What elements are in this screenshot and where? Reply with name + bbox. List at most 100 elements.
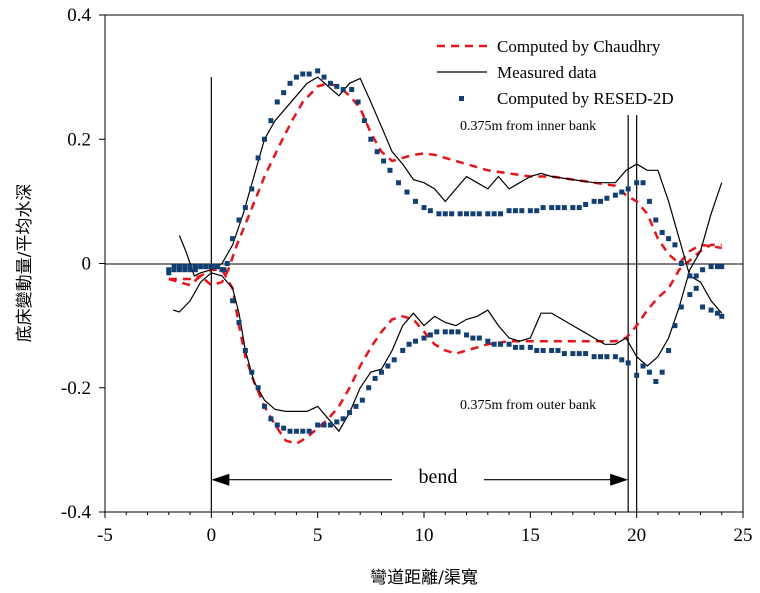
resed-point-inner [427, 208, 433, 214]
resed-point-inner [666, 236, 672, 242]
resed-point-inner [576, 205, 582, 211]
resed-point-inner [640, 180, 646, 186]
resed-point-inner [230, 236, 236, 242]
resed-point-inner [421, 205, 427, 211]
resed-point-outer [540, 347, 546, 353]
resed-point-outer [604, 354, 610, 360]
bend-arrow-head-right [610, 473, 629, 486]
x-tick-label: 15 [521, 525, 540, 546]
resed-point-inner [687, 273, 693, 279]
resed-point-outer [693, 273, 699, 279]
resed-point-outer [646, 369, 652, 375]
resed-point-inner [306, 71, 312, 77]
resed-point-inner [387, 167, 393, 173]
resed-point-inner [485, 211, 491, 217]
resed-point-outer [208, 264, 214, 270]
resed-point-outer [485, 338, 491, 344]
resed-point-inner [192, 264, 198, 270]
resed-point-outer [249, 369, 255, 375]
resed-point-outer [268, 416, 274, 422]
legend-label-chaudhry: Computed by Chaudhry [497, 37, 661, 56]
resed-point-outer [406, 341, 412, 347]
resed-point-inner [470, 211, 476, 217]
resed-point-inner [300, 71, 306, 77]
y-axis-tick-labels: -0.4 -0.2 0 0.2 0.4 [61, 5, 92, 523]
resed-point-outer [653, 379, 659, 385]
resed-point-outer [555, 347, 561, 353]
resed-point-inner [374, 149, 380, 155]
resed-point-outer [427, 332, 433, 338]
resed-point-inner [653, 217, 659, 223]
resed-point-inner [693, 285, 699, 291]
resed-point-outer [281, 425, 287, 431]
resed-point-outer [455, 329, 461, 335]
resed-point-outer [714, 264, 720, 270]
resed-point-outer [442, 329, 448, 335]
resed-point-inner [182, 264, 188, 270]
resed-point-outer [470, 335, 476, 341]
resed-point-outer [215, 264, 221, 270]
resed-point-inner [315, 68, 321, 74]
measured-line-outer [172, 182, 723, 433]
resed-point-outer [327, 422, 333, 428]
resed-point-outer [549, 347, 555, 353]
resed-point-outer [434, 329, 440, 335]
resed-point-inner [512, 208, 518, 214]
resed-point-outer [591, 354, 597, 360]
y-tick-label: -0.2 [61, 378, 91, 399]
y-tick-label: 0 [82, 254, 92, 275]
resed-point-inner [293, 74, 299, 80]
x-tick-label: 10 [415, 525, 434, 546]
chaudhry-line-outer [168, 243, 722, 446]
resed-point-inner [281, 90, 287, 96]
resed-point-inner [404, 189, 410, 195]
resed-point-outer [708, 264, 714, 270]
resed-point-outer [198, 264, 204, 270]
resed-point-outer [203, 264, 209, 270]
resed-point-outer [719, 264, 725, 270]
resed-point-outer [561, 351, 567, 357]
resed-point-inner [274, 99, 280, 105]
resed-point-outer [400, 347, 406, 353]
resed-point-inner [678, 261, 684, 266]
x-tick-label: 0 [207, 525, 217, 546]
resed-point-inner [646, 198, 652, 204]
resed-point-outer [176, 267, 182, 273]
resed-point-inner [457, 211, 463, 217]
resed-point-outer [372, 375, 378, 381]
resed-point-inner [714, 310, 720, 316]
resed-point-inner [506, 208, 512, 214]
resed-point-outer [519, 344, 525, 350]
resed-point-outer [166, 270, 172, 276]
resed-point-outer [182, 267, 188, 273]
resed-point-inner [659, 229, 665, 235]
resed-point-outer [287, 428, 293, 434]
resed-point-inner [719, 313, 725, 319]
resed-point-inner [355, 99, 361, 105]
resed-point-outer [506, 341, 512, 347]
series-layer [166, 68, 725, 446]
resed-point-inner [268, 118, 274, 124]
bend-label-bg [392, 462, 484, 490]
resed-point-inner [498, 211, 504, 217]
resed-point-outer [570, 351, 576, 357]
resed-point-outer [640, 363, 646, 369]
y-tick-label: 0.4 [67, 5, 91, 26]
resed-point-outer [659, 369, 665, 375]
measured-line-inner [178, 76, 723, 314]
resed-point-outer [612, 354, 618, 360]
resed-point-inner [555, 205, 561, 211]
x-tick-label: 5 [313, 525, 323, 546]
resed-point-outer [171, 267, 177, 273]
x-tick-label: 20 [627, 525, 646, 546]
resed-point-inner [262, 136, 267, 142]
bend-boundary-lines [210, 77, 638, 512]
resed-point-outer [700, 267, 706, 273]
resed-point-outer [306, 428, 312, 434]
y-axis-ticks [99, 14, 105, 513]
resed-point-inner [612, 192, 618, 198]
resed-point-outer [187, 267, 193, 273]
resed-point-inner [340, 87, 346, 93]
resed-point-outer [583, 351, 589, 357]
